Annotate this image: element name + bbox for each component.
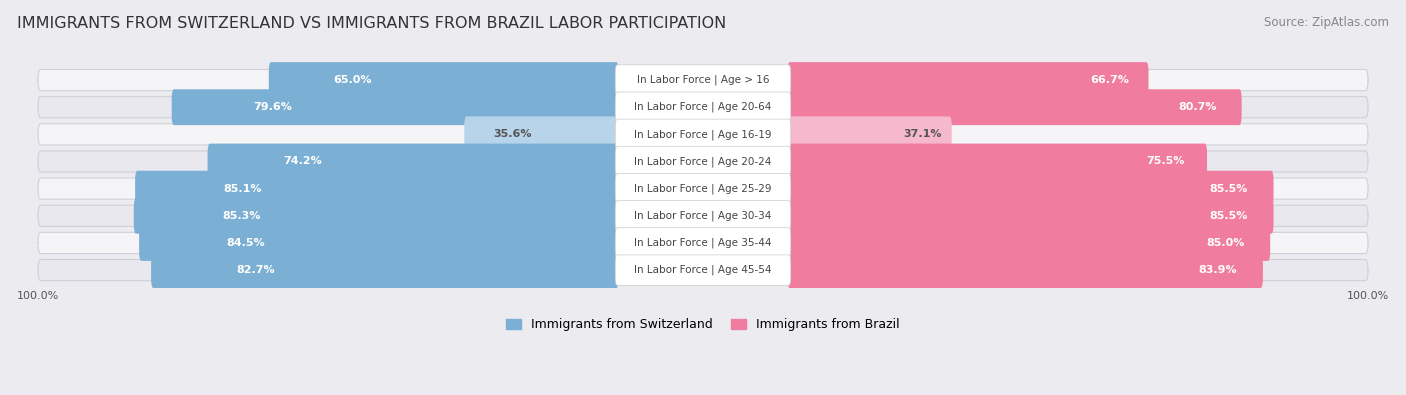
FancyBboxPatch shape — [38, 151, 1368, 172]
Text: 85.5%: 85.5% — [1209, 184, 1247, 194]
FancyBboxPatch shape — [616, 146, 790, 177]
Text: 75.5%: 75.5% — [1146, 156, 1184, 167]
Text: 85.1%: 85.1% — [224, 184, 262, 194]
Text: 65.0%: 65.0% — [333, 75, 371, 85]
FancyBboxPatch shape — [787, 171, 1274, 207]
Text: Source: ZipAtlas.com: Source: ZipAtlas.com — [1264, 16, 1389, 29]
Text: 85.5%: 85.5% — [1209, 211, 1247, 221]
FancyBboxPatch shape — [787, 62, 1149, 98]
Text: In Labor Force | Age 30-34: In Labor Force | Age 30-34 — [634, 211, 772, 221]
FancyBboxPatch shape — [38, 205, 1368, 226]
FancyBboxPatch shape — [135, 171, 619, 207]
FancyBboxPatch shape — [38, 178, 1368, 199]
FancyBboxPatch shape — [787, 89, 1241, 125]
Text: In Labor Force | Age 16-19: In Labor Force | Age 16-19 — [634, 129, 772, 139]
Text: In Labor Force | Age 20-64: In Labor Force | Age 20-64 — [634, 102, 772, 113]
FancyBboxPatch shape — [38, 124, 1368, 145]
FancyBboxPatch shape — [787, 252, 1263, 288]
Text: In Labor Force | Age 35-44: In Labor Force | Age 35-44 — [634, 238, 772, 248]
FancyBboxPatch shape — [172, 89, 619, 125]
FancyBboxPatch shape — [38, 232, 1368, 254]
FancyBboxPatch shape — [134, 198, 619, 234]
Text: 85.0%: 85.0% — [1206, 238, 1244, 248]
FancyBboxPatch shape — [150, 252, 619, 288]
FancyBboxPatch shape — [269, 62, 619, 98]
Text: 83.9%: 83.9% — [1199, 265, 1237, 275]
Text: 35.6%: 35.6% — [494, 129, 531, 139]
FancyBboxPatch shape — [787, 117, 952, 152]
Text: 85.3%: 85.3% — [222, 211, 260, 221]
Text: In Labor Force | Age 20-24: In Labor Force | Age 20-24 — [634, 156, 772, 167]
Text: 79.6%: 79.6% — [253, 102, 292, 112]
Legend: Immigrants from Switzerland, Immigrants from Brazil: Immigrants from Switzerland, Immigrants … — [506, 318, 900, 331]
FancyBboxPatch shape — [616, 119, 790, 150]
FancyBboxPatch shape — [616, 228, 790, 258]
Text: 80.7%: 80.7% — [1178, 102, 1218, 112]
FancyBboxPatch shape — [38, 260, 1368, 281]
FancyBboxPatch shape — [38, 70, 1368, 90]
FancyBboxPatch shape — [787, 143, 1206, 179]
FancyBboxPatch shape — [787, 198, 1274, 234]
FancyBboxPatch shape — [616, 201, 790, 231]
FancyBboxPatch shape — [38, 97, 1368, 118]
Text: In Labor Force | Age 45-54: In Labor Force | Age 45-54 — [634, 265, 772, 275]
FancyBboxPatch shape — [464, 117, 619, 152]
FancyBboxPatch shape — [616, 92, 790, 122]
Text: In Labor Force | Age 25-29: In Labor Force | Age 25-29 — [634, 183, 772, 194]
Text: IMMIGRANTS FROM SWITZERLAND VS IMMIGRANTS FROM BRAZIL LABOR PARTICIPATION: IMMIGRANTS FROM SWITZERLAND VS IMMIGRANT… — [17, 16, 725, 31]
Text: 37.1%: 37.1% — [903, 129, 942, 139]
Text: In Labor Force | Age > 16: In Labor Force | Age > 16 — [637, 75, 769, 85]
FancyBboxPatch shape — [616, 255, 790, 285]
FancyBboxPatch shape — [208, 143, 619, 179]
Text: 84.5%: 84.5% — [226, 238, 266, 248]
FancyBboxPatch shape — [616, 173, 790, 204]
FancyBboxPatch shape — [787, 225, 1270, 261]
Text: 66.7%: 66.7% — [1090, 75, 1129, 85]
Text: 82.7%: 82.7% — [236, 265, 276, 275]
FancyBboxPatch shape — [139, 225, 619, 261]
Text: 74.2%: 74.2% — [283, 156, 322, 167]
FancyBboxPatch shape — [616, 65, 790, 95]
